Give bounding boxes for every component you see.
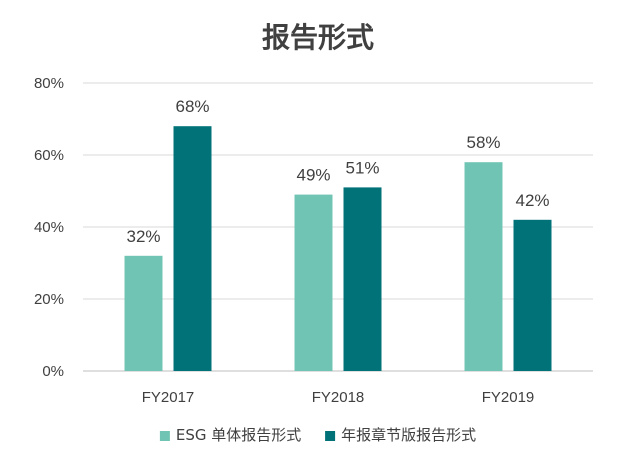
bar-FY2019-series-1	[464, 162, 503, 371]
grid	[83, 82, 593, 372]
x-tick-label: FY2019	[482, 389, 535, 406]
data-labels: 32% 68% 49% 51% 58% 42%	[126, 97, 549, 246]
y-tick-label: 80%	[34, 75, 64, 92]
x-tick-label: FY2017	[142, 389, 195, 406]
data-label: 32%	[126, 227, 160, 246]
x-tick-label: FY2018	[312, 389, 365, 406]
data-label: 58%	[466, 133, 500, 152]
y-tick-label: 60%	[34, 147, 64, 164]
bar-FY2017-series-2	[173, 126, 212, 371]
bar-FY2019-series-2	[513, 219, 552, 371]
legend-label: ESG 单体报告形式	[176, 426, 301, 444]
legend-swatch	[159, 431, 170, 441]
y-tick-label: 0%	[42, 363, 64, 380]
bars	[124, 126, 552, 371]
bar-FY2017-series-1	[124, 255, 163, 371]
data-label: 42%	[515, 191, 549, 210]
x-axis: FY2017 FY2018 FY2019	[142, 389, 535, 406]
data-label: 51%	[345, 158, 379, 177]
y-tick-label: 40%	[34, 219, 64, 236]
bar-FY2018-series-1	[294, 194, 333, 371]
data-label: 68%	[175, 97, 209, 116]
chart-title: 报告形式	[262, 21, 374, 54]
legend: ESG 单体报告形式 年报章节版报告形式	[159, 426, 476, 444]
y-tick-label: 20%	[34, 291, 64, 308]
y-axis: 0% 20% 40% 60% 80%	[34, 75, 64, 380]
data-label: 49%	[296, 166, 330, 185]
legend-swatch	[325, 431, 336, 441]
bar-FY2018-series-2	[343, 187, 382, 371]
legend-label: 年报章节版报告形式	[341, 426, 476, 444]
